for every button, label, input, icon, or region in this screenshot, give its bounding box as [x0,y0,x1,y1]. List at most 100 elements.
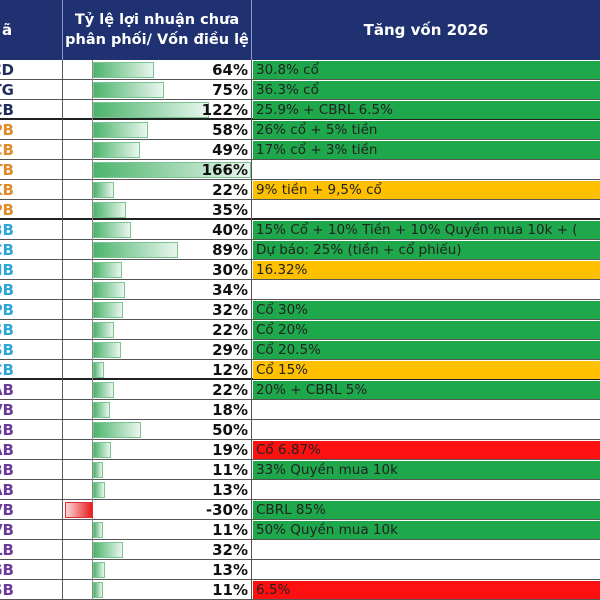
ratio-cell: 11% [63,520,252,540]
data-bar [93,162,251,178]
table-row: CB 122% 25.9% + CBRL 6.5% [0,100,600,120]
ratio-value: 18% [212,401,248,419]
table-row: KB 22% 9% tiền + 9,5% cổ [0,180,600,200]
bar-axis [92,520,93,540]
data-bar [93,522,104,538]
ratio-cell: 58% [63,120,252,140]
data-bar [64,502,93,518]
capital-increase-cell [253,281,600,299]
ratio-cell: 30% [63,260,252,280]
table-row: LB 32% [0,540,600,560]
ratio-cell: 64% [63,60,252,80]
data-bar [93,482,106,498]
ratio-value: 34% [212,281,248,299]
ticker-cell: CB [0,360,63,380]
ratio-value: -30% [205,501,248,519]
bar-axis [92,120,93,140]
ticker-cell: CB [0,140,63,160]
ticker-cell: SB [0,340,63,360]
capital-increase-cell [253,561,600,579]
data-bar [93,362,105,378]
ratio-value: 13% [212,561,248,579]
ratio-cell: 29% [63,340,252,360]
ticker-cell: VB [0,400,63,420]
ratio-cell: 11% [63,580,252,600]
bar-axis [92,400,93,420]
data-bar [93,222,131,238]
table-row: CB 12% Cổ 15% [0,360,600,380]
capital-increase-cell: 15% Cổ + 10% Tiền + 10% Quyền mua 10k + … [253,221,600,239]
ratio-value: 40% [212,221,248,239]
data-bar [93,342,121,358]
ratio-value: 50% [212,421,248,439]
ratio-cell: 32% [63,300,252,320]
table-body: CD 64% 30.8% cổ TG 75% 36.3% cổ CB 122% 25.9% + … [0,60,600,600]
table-row: HB 30% 16.32% [0,260,600,280]
table-row: SB 29% Cổ 20.5% [0,340,600,360]
table-row: BB 11% 33% Quyền mua 10k [0,460,600,480]
ticker-cell: HB [0,260,63,280]
ticker-cell: CB [0,240,63,260]
ratio-cell: 22% [63,320,252,340]
table-row: VB 18% [0,400,600,420]
ratio-cell: 13% [63,560,252,580]
bar-axis [92,60,93,80]
capital-increase-cell: 50% Quyền mua 10k [253,521,600,539]
bar-axis [92,440,93,460]
ticker-cell: BB [0,420,63,440]
ticker-cell: AB [0,480,63,500]
ratio-value: 19% [212,441,248,459]
data-bar [93,262,122,278]
ticker-cell: KB [0,180,63,200]
ticker-cell: GB [0,560,63,580]
ticker-cell: BB [0,220,63,240]
data-bar [93,382,114,398]
ratio-value: 11% [212,581,248,599]
ratio-cell: 166% [63,160,252,180]
capital-column-header: Tăng vốn 2026 [363,21,489,39]
table-row: CD 64% 30.8% cổ [0,60,600,80]
capital-increase-cell: Dự báo: 25% (tiền + cổ phiếu) [253,241,600,259]
bar-axis [92,420,93,440]
bar-axis [92,460,93,480]
ratio-cell: 89% [63,240,252,260]
capital-increase-cell: 30.8% cổ [253,61,600,79]
ratio-value: 12% [212,361,248,379]
ticker-cell: VB [0,520,63,540]
data-bar [93,102,209,118]
bar-axis [92,200,93,220]
ratio-value: 29% [212,341,248,359]
ratio-value: 32% [212,301,248,319]
ratio-cell: 19% [63,440,252,460]
ticker-cell: CD [0,60,63,80]
ticker-cell: CB [0,100,63,120]
ticker-cell: VB [0,500,63,520]
table-row: PB 32% Cổ 30% [0,300,600,320]
ticker-cell: PB [0,300,63,320]
ratio-value: 22% [212,381,248,399]
ticker-column-header: ã [0,0,63,60]
bar-axis [92,140,93,160]
data-bar [93,62,154,78]
data-bar [93,182,114,198]
data-bar [93,122,149,138]
data-bar [93,462,104,478]
ratio-value: 166% [201,161,248,179]
bar-axis [92,300,93,320]
ticker-cell: PB [0,200,63,220]
table-row: CB 49% 17% cổ + 3% tiền [0,140,600,160]
capital-increase-cell: 17% cổ + 3% tiền [253,141,600,159]
table-row: BB 50% [0,420,600,440]
data-bar [93,302,124,318]
ratio-cell: 12% [63,360,252,380]
bar-axis [92,280,93,300]
capital-increase-cell [253,401,600,419]
ticker-cell: PB [0,120,63,140]
table-row: SB 11% 6.5% [0,580,600,600]
bar-axis [92,580,93,600]
table-row: VB 11% 50% Quyền mua 10k [0,520,600,540]
ticker-cell: TG [0,80,63,100]
data-bar [93,542,124,558]
ratio-cell: 40% [63,220,252,240]
ratio-cell: 22% [63,180,252,200]
